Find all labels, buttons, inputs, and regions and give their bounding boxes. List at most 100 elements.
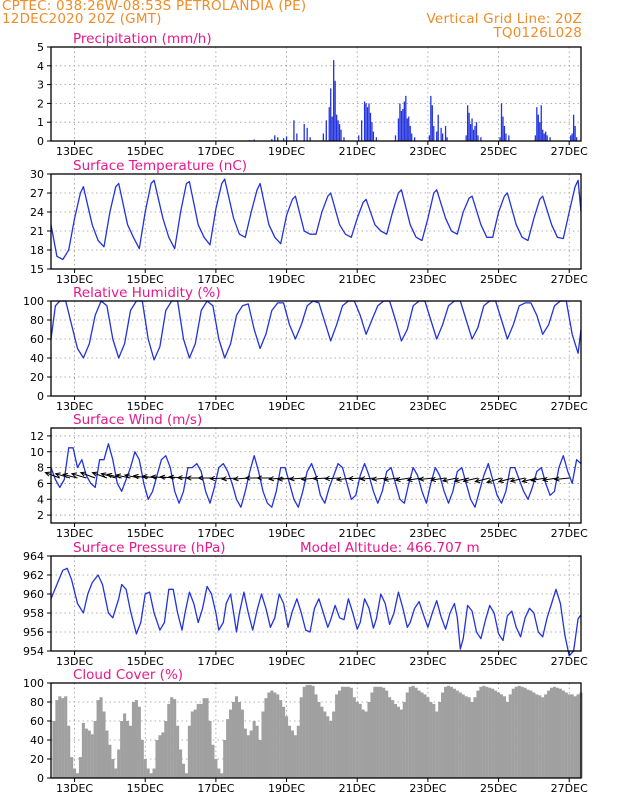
cloud-cover-bar bbox=[388, 697, 392, 778]
cloud-cover-bar bbox=[520, 686, 524, 778]
cloud-cover-bar bbox=[497, 692, 501, 778]
precipitation-bar bbox=[372, 131, 375, 141]
wind-arrow bbox=[160, 476, 175, 479]
wind-arrow-head bbox=[300, 476, 307, 482]
wind-arrow bbox=[80, 472, 96, 479]
wind-arrow-head bbox=[430, 476, 437, 483]
cloud-cover-bar bbox=[311, 685, 315, 778]
precipitation-bar bbox=[477, 135, 479, 141]
wind-arrow-head bbox=[100, 472, 107, 478]
cloud-cover-bar bbox=[514, 686, 518, 778]
x-tick-label: 19DEC bbox=[268, 527, 305, 540]
cloud-cover-bar bbox=[329, 721, 333, 778]
y-tick-label: 18 bbox=[30, 244, 44, 257]
cloud-cover-bar bbox=[446, 685, 451, 778]
wind-arrow-head bbox=[54, 472, 61, 478]
y-tick-label: 0 bbox=[37, 135, 44, 148]
cloud-cover-bar bbox=[479, 686, 483, 778]
cloud-cover-bar bbox=[87, 730, 91, 778]
x-tick-label: 21DEC bbox=[339, 782, 376, 795]
cloud-cover-bar bbox=[349, 687, 353, 778]
precipitation-bar bbox=[274, 135, 276, 141]
cloud-cover-bar bbox=[302, 686, 306, 778]
precipitation-bar bbox=[399, 103, 401, 141]
x-tick-label: 17DEC bbox=[197, 527, 234, 540]
cloud-cover-bar bbox=[229, 709, 233, 778]
precipitation-bar bbox=[508, 135, 510, 141]
x-tick-label: 15DEC bbox=[127, 527, 164, 540]
wind-arrow bbox=[442, 477, 458, 482]
cloud-cover-bar bbox=[532, 692, 536, 778]
cloud-cover-bar bbox=[223, 740, 227, 778]
y-tick-label: 15 bbox=[30, 263, 44, 276]
cloud-cover-bar bbox=[449, 686, 453, 778]
cloud-cover-bar bbox=[320, 706, 324, 778]
x-tick-label: 21DEC bbox=[339, 145, 376, 158]
wind-arrow-head bbox=[106, 472, 113, 478]
x-tick-label: 17DEC bbox=[197, 273, 234, 286]
precipitation-bar bbox=[369, 112, 372, 141]
cloud-cover-bar bbox=[494, 690, 498, 778]
precipitation-bar bbox=[397, 118, 400, 141]
x-tick-label: 19DEC bbox=[268, 145, 305, 158]
cloud-cover-bar bbox=[473, 697, 477, 778]
cloud-cover-bar bbox=[523, 687, 527, 778]
precipitation-bar bbox=[502, 116, 504, 141]
x-tick-label: 27DEC bbox=[551, 400, 588, 413]
precipitation-bar bbox=[365, 103, 367, 141]
wind-arrow-head bbox=[114, 473, 122, 479]
y-tick-label: 21 bbox=[30, 225, 44, 238]
precipitation-bar bbox=[543, 133, 545, 141]
cloud-cover-bar bbox=[414, 687, 418, 778]
wind-arrow-head bbox=[497, 478, 504, 484]
precipitation-bar bbox=[330, 88, 332, 141]
wind-arrow bbox=[325, 477, 340, 480]
cloud-cover-bar bbox=[240, 709, 244, 778]
cloud-cover-bar bbox=[426, 697, 430, 778]
cloud-cover-bar bbox=[499, 694, 504, 778]
y-tick-label: 60 bbox=[30, 715, 44, 728]
precipitation-bar bbox=[574, 125, 576, 141]
cloud-cover-bar bbox=[164, 721, 168, 778]
cloud-cover-bar bbox=[444, 686, 448, 778]
cloud-cover-bar bbox=[552, 686, 557, 778]
wind-arrow-head bbox=[244, 475, 251, 481]
cloud-cover-bar bbox=[146, 768, 150, 778]
cloud-cover-bar bbox=[338, 690, 342, 778]
cloud-cover-bar bbox=[567, 694, 571, 778]
wind-arrow-head bbox=[176, 475, 183, 481]
cloud-cover-bar bbox=[285, 716, 289, 778]
x-tick-label: 13DEC bbox=[56, 782, 93, 795]
cloud-cover-bar bbox=[279, 700, 283, 778]
precipitation-bar bbox=[285, 136, 288, 141]
wind-arrow bbox=[222, 477, 237, 480]
precipitation-bar bbox=[570, 135, 572, 141]
cloud-cover-bar bbox=[126, 721, 130, 778]
cloud-cover-bar bbox=[137, 706, 141, 778]
precipitation-bar bbox=[430, 95, 432, 141]
cloud-cover-bar bbox=[547, 690, 551, 778]
precipitation-bar bbox=[331, 116, 333, 141]
wind-arrow-head bbox=[359, 476, 366, 482]
x-tick-label: 21DEC bbox=[339, 273, 376, 286]
cloud-cover-bar bbox=[340, 686, 345, 778]
x-tick-label: 15DEC bbox=[127, 273, 164, 286]
precipitation-bar bbox=[363, 101, 366, 141]
cloud-cover-bar bbox=[573, 696, 577, 778]
cloud-cover-bar bbox=[458, 692, 462, 778]
precipitation-bar bbox=[499, 137, 501, 141]
y-tick-label: 30 bbox=[30, 168, 44, 181]
y-tick-label: 40 bbox=[30, 352, 44, 365]
cloud-cover-bar bbox=[564, 692, 568, 778]
cloud-cover-bar bbox=[305, 684, 309, 778]
cloud-cover-bar bbox=[237, 702, 241, 778]
precipitation-bar bbox=[471, 118, 473, 141]
cloud-cover-bar bbox=[131, 702, 135, 778]
precipitation-bar bbox=[431, 105, 433, 141]
cloud-cover-bar bbox=[170, 697, 174, 778]
cloud-cover-bar bbox=[99, 697, 103, 778]
y-tick-label: 3 bbox=[37, 79, 44, 92]
precipitation-bar bbox=[371, 122, 373, 141]
precipitation-bar bbox=[433, 125, 435, 141]
